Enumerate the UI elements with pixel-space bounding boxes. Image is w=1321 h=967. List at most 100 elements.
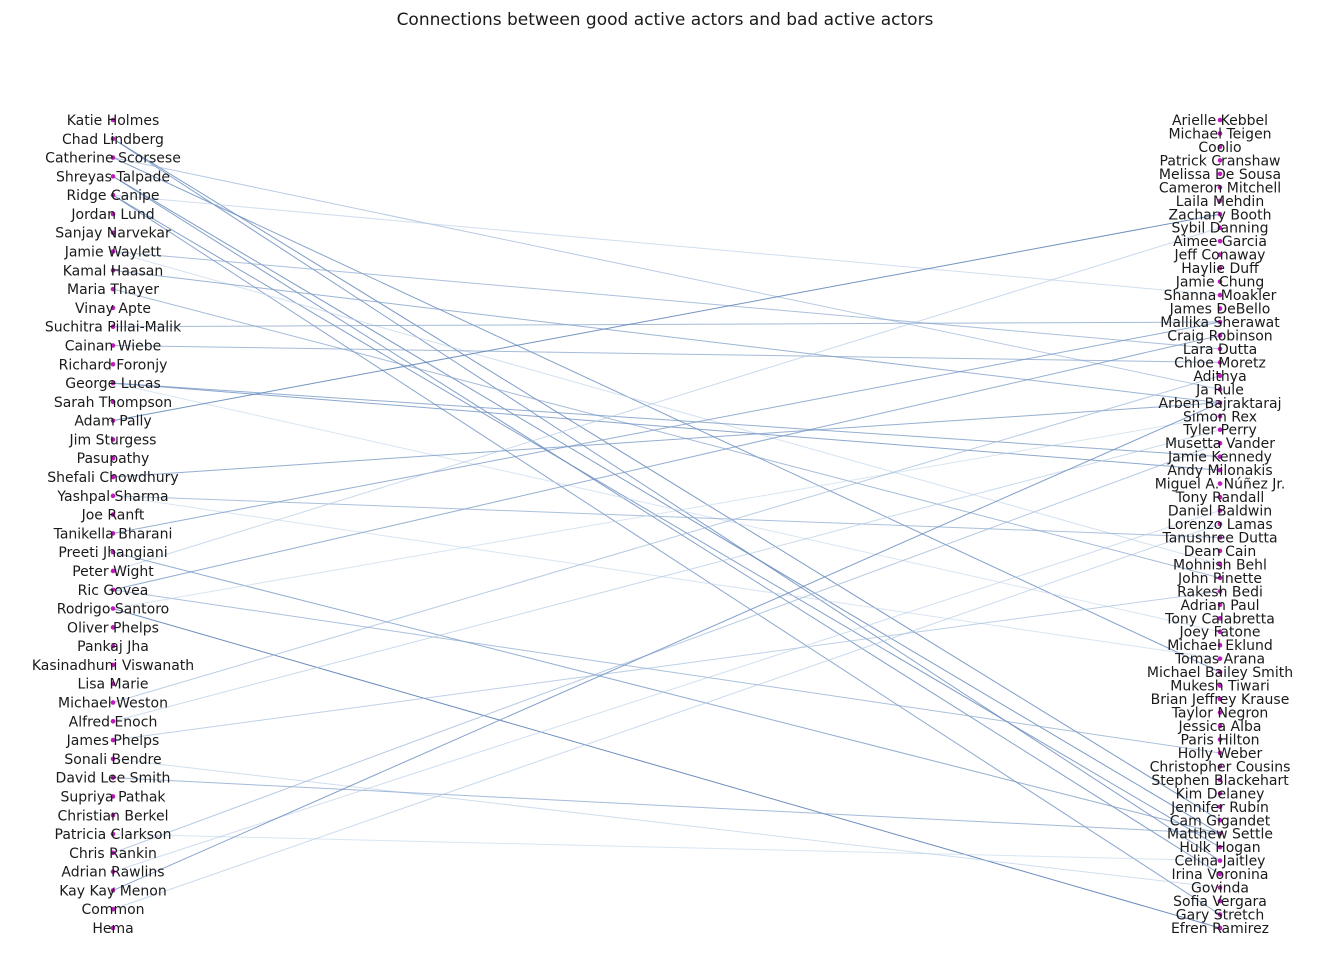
node-vinay-apte (110, 305, 116, 311)
node-label-mukesh-tiwari: Mukesh Tiwari (1170, 679, 1269, 695)
node-richard-foronjy (110, 361, 116, 367)
node-mallika-sherawat (1217, 319, 1223, 325)
node-label-brian-jeffrey-krause: Brian Jeffrey Krause (1151, 692, 1290, 708)
node-label-jessica-alba: Jessica Alba (1178, 719, 1262, 735)
node-label-lorenzo-lamas: Lorenzo Lamas (1167, 517, 1272, 533)
edge-chad-lindberg-to-cam-gigandet (112, 138, 1221, 821)
node-craig-robinson (1217, 333, 1223, 338)
node-jamie-waylett (110, 249, 116, 254)
node-label-chad-lindberg: Chad Lindberg (62, 132, 164, 148)
node-label-adrian-paul: Adrian Paul (1181, 598, 1260, 614)
node-label-jim-sturgess: Jim Sturgess (69, 432, 157, 448)
node-peter-wight (110, 568, 116, 574)
edge-chad-lindberg-to-celina-jaitley (112, 138, 1221, 862)
node-adam-pally (110, 418, 116, 423)
node-label-mallika-sherawat: Mallika Sherawat (1160, 315, 1280, 331)
node-label-supriya-pathak: Supriya Pathak (60, 789, 166, 805)
node-adrian-rawlins (110, 869, 116, 874)
node-aimee-garcia (1217, 238, 1223, 244)
node-kay-kay-menon (110, 888, 116, 893)
node-label-laila-mehdin: Laila Mehdin (1176, 194, 1264, 210)
node-john-pinette (1217, 575, 1223, 581)
node-michael-eklund (1217, 642, 1223, 648)
node-label-coolio: Coolio (1198, 140, 1241, 156)
edge-kamal-haasan-to-arben-bajraktaraj (112, 269, 1221, 404)
node-label-holly-weber: Holly Weber (1178, 746, 1263, 762)
node-label-tony-randall: Tony Randall (1175, 490, 1264, 506)
node-label-michael-eklund: Michael Eklund (1167, 638, 1273, 654)
node-sofia-vergara (1217, 898, 1223, 904)
node-label-ja-rule: Ja Rule (1195, 382, 1244, 398)
node-label-alfred-enoch: Alfred Enoch (69, 714, 158, 730)
node-lara-dutta (1217, 346, 1223, 352)
node-label-irina-voronina: Irina Voronina (1172, 867, 1269, 883)
node-label-preeti-jhangiani: Preeti Jhangiani (58, 545, 167, 561)
node-gary-stretch (1217, 912, 1223, 917)
node-chloe-moretz (1217, 360, 1223, 365)
edge-rodrigo-santoro-to-simon-rex (112, 415, 1221, 610)
graph-title: Connections between good active actors a… (397, 10, 934, 30)
node-joe-ranft (110, 512, 116, 517)
node-taylor-negron (1217, 710, 1223, 715)
node-daniel-baldwin (1217, 508, 1223, 513)
node-label-james-debello: James DeBello (1169, 302, 1271, 318)
node-sonali-bendre (110, 756, 116, 762)
node-label-michael-bailey-smith: Michael Bailey Smith (1147, 665, 1293, 681)
node-label-cam-gigandet: Cam Gigandet (1170, 813, 1271, 829)
node-adrian-paul (1217, 602, 1223, 608)
node-label-katie-holmes: Katie Holmes (67, 113, 159, 129)
node-efren-ramirez (1217, 925, 1223, 931)
node-label-rakesh-bedi: Rakesh Bedi (1177, 584, 1263, 600)
node-dean-cain (1217, 548, 1223, 554)
edge-ridge-canipe-to-gary-stretch (112, 194, 1221, 915)
node-label-joe-ranft: Joe Ranft (81, 508, 145, 524)
node-label-jeff-conaway: Jeff Conaway (1174, 248, 1266, 264)
node-label-melissa-de-sousa: Melissa De Sousa (1159, 167, 1281, 183)
edge-tanikella-bharani-to-mallika-sherawat (112, 321, 1221, 534)
node-label-kamal-haasan: Kamal Haasan (63, 263, 164, 279)
node-zachary-booth (1217, 211, 1223, 217)
node-label-joey-fatone: Joey Fatone (1179, 625, 1261, 641)
node-catherine-scorsese (110, 155, 116, 160)
node-label-haylie-duff: Haylie Duff (1181, 261, 1259, 277)
node-label-stephen-blackehart: Stephen Blackehart (1151, 773, 1289, 789)
edge-adam-pally-to-zachary-booth (112, 213, 1221, 422)
node-ja-rule (1217, 387, 1223, 392)
node-brian-jeffrey-krause (1217, 696, 1223, 702)
node-label-patricia-clarkson: Patricia Clarkson (55, 827, 172, 843)
node-label-kim-delaney: Kim Delaney (1176, 786, 1265, 802)
node-preeti-jhangiani (110, 549, 116, 555)
edge-preeti-jhangiani-to-matthew-settle (112, 551, 1221, 835)
node-label-lisa-marie: Lisa Marie (78, 677, 149, 693)
node-shreyas-talpade (110, 174, 116, 179)
node-melissa-de-sousa (1217, 171, 1223, 177)
node-jim-sturgess (110, 437, 116, 442)
node-label-chris-rankin: Chris Rankin (69, 846, 157, 862)
node-holly-weber (1217, 750, 1223, 756)
node-sanjay-narvekar (110, 230, 116, 236)
node-label-cainan-wiebe: Cainan Wiebe (65, 338, 162, 354)
node-label-adrian-rawlins: Adrian Rawlins (61, 865, 164, 881)
node-label-oliver-phelps: Oliver Phelps (67, 620, 159, 636)
node-simon-rex (1217, 413, 1223, 419)
edge-michael-weston-to-adithya (112, 375, 1221, 703)
node-label-shanna-moakler: Shanna Moakler (1164, 288, 1277, 304)
node-label-chloe-moretz: Chloe Moretz (1174, 355, 1266, 371)
node-hema (110, 925, 116, 931)
node-cam-gigandet (1217, 817, 1223, 823)
node-label-patrick-cranshaw: Patrick Cranshaw (1160, 153, 1281, 169)
node-tanushree-dutta (1217, 535, 1223, 540)
node-jennifer-rubin (1217, 804, 1223, 810)
node-label-sonali-bendre: Sonali Bendre (64, 752, 161, 768)
node-tony-calabretta (1217, 615, 1223, 621)
node-label-catherine-scorsese: Catherine Scorsese (45, 151, 181, 167)
node-label-michael-teigen: Michael Teigen (1168, 126, 1271, 142)
edge-david-lee-smith-to-matthew-settle (112, 777, 1221, 835)
edge-james-phelps-to-rakesh-bedi (112, 590, 1221, 741)
node-label-christopher-cousins: Christopher Cousins (1150, 759, 1291, 775)
node-layer (110, 117, 1223, 931)
node-label-jennifer-rubin: Jennifer Rubin (1170, 800, 1269, 816)
edge-yashpal-sharma-to-tomas-arana (112, 495, 1221, 660)
node-ridge-canipe (110, 192, 116, 198)
